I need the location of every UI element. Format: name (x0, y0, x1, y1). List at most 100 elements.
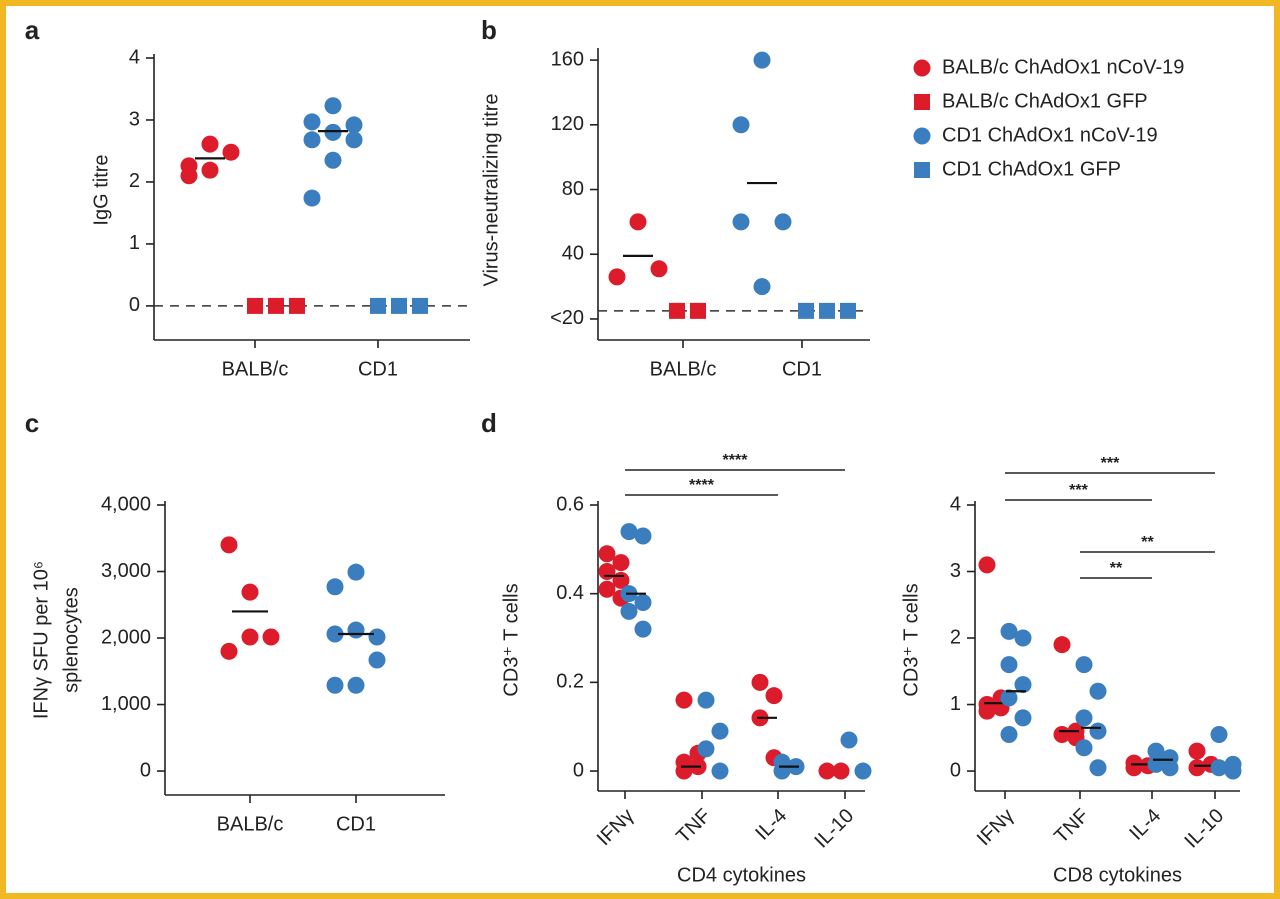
circle-point (598, 545, 616, 563)
circle-point (241, 583, 259, 601)
square-point (268, 297, 284, 314)
y-tick-label: 3 (950, 560, 961, 582)
circle-point (345, 131, 363, 149)
circle-point (598, 580, 616, 598)
circle-point (818, 762, 836, 780)
y-tick-label: 2 (950, 626, 961, 648)
circle-point (612, 554, 630, 572)
circle-point (598, 563, 616, 581)
circle-point (220, 642, 238, 660)
circle-point (1075, 656, 1093, 674)
significance-label: **** (723, 452, 749, 469)
circle-point (650, 260, 668, 278)
circle-point (634, 594, 652, 612)
circle-point (697, 691, 715, 709)
circle-point (1014, 629, 1032, 647)
circle-point (347, 563, 365, 581)
y-tick-label: 0 (573, 759, 584, 781)
panel-label: c (25, 408, 39, 438)
circle-point (1210, 725, 1228, 743)
circle-point (1188, 759, 1206, 777)
x-tick-label: CD1 (358, 358, 398, 380)
significance-label: ** (1141, 534, 1154, 551)
circle-point (608, 268, 626, 286)
y-tick-label: 0 (950, 759, 961, 781)
x-tick-label: CD1 (782, 358, 822, 380)
circle-point (751, 673, 769, 691)
circle-point (675, 691, 693, 709)
circle-point (303, 131, 321, 149)
circle-point (711, 722, 729, 740)
x-axis-label: CD4 cytokines (677, 864, 806, 886)
significance-label: **** (689, 477, 715, 494)
circle-point (222, 143, 240, 161)
y-tick-label: 40 (562, 243, 584, 265)
x-tick-label: BALB/c (217, 813, 284, 835)
circle-point (620, 602, 638, 620)
circle-point (201, 161, 219, 179)
legend-label: BALB/c ChAdOx1 GFP (942, 90, 1148, 112)
y-axis-label: CD3⁺ T cells (900, 583, 922, 696)
square-point (690, 302, 706, 319)
panel-label: d (481, 408, 497, 438)
circle-point (1161, 759, 1179, 777)
circle-point (832, 762, 850, 780)
circle-point (241, 628, 259, 646)
circle-point (711, 762, 729, 780)
circle-point (732, 116, 750, 134)
y-tick-label: 0.4 (556, 582, 584, 604)
square-point (247, 297, 263, 314)
circle-point (345, 116, 363, 134)
y-axis-label: IgG titre (90, 154, 112, 225)
square-point (289, 297, 305, 314)
circle-point (629, 213, 647, 231)
circle-point (324, 123, 342, 141)
y-tick-label: 1,000 (101, 693, 151, 715)
circle-point (1014, 709, 1032, 727)
circle-point (347, 676, 365, 694)
circle-point (1000, 656, 1018, 674)
circle-point (326, 578, 344, 596)
circle-point (326, 676, 344, 694)
circle-point (303, 113, 321, 131)
panel-label: b (481, 15, 497, 45)
x-tick-label: CD1 (336, 813, 376, 835)
y-tick-label: 3 (129, 108, 140, 130)
y-tick-label: 0 (129, 294, 140, 316)
y-tick-label: 2,000 (101, 626, 151, 648)
circle-point (854, 762, 872, 780)
circle-point (1089, 759, 1107, 777)
y-tick-label: 4 (950, 493, 961, 515)
circle-point (753, 278, 771, 296)
circle-point (1188, 742, 1206, 760)
legend-label: CD1 ChAdOx1 nCoV-19 (942, 124, 1158, 146)
y-tick-label: 0.2 (556, 671, 584, 693)
circle-point (765, 687, 783, 705)
circle-point (1147, 742, 1165, 760)
significance-label: *** (1069, 482, 1088, 499)
circle-point (697, 740, 715, 758)
circle-point (840, 731, 858, 749)
circle-point (1089, 682, 1107, 700)
y-tick-label: 1 (129, 232, 140, 254)
y-tick-label: 80 (562, 178, 584, 200)
significance-label: ** (1110, 560, 1123, 577)
circle-point (1075, 739, 1093, 757)
circle-point (1224, 762, 1242, 780)
circle-point (1014, 676, 1032, 694)
y-tick-label: 0.6 (556, 493, 584, 515)
circle-point (220, 536, 238, 554)
circle-point (620, 523, 638, 541)
circle-point (1000, 689, 1018, 707)
y-axis-label: IFNγ SFU per 10⁶ (30, 561, 52, 719)
y-tick-label: 160 (551, 48, 584, 70)
circle-point (368, 651, 386, 669)
panel-label: a (25, 15, 40, 45)
y-tick-label: <20 (550, 307, 584, 329)
circle-point (324, 97, 342, 115)
circle-point (675, 762, 693, 780)
legend-label: CD1 ChAdOx1 GFP (942, 158, 1121, 180)
circle-point (1125, 759, 1143, 777)
